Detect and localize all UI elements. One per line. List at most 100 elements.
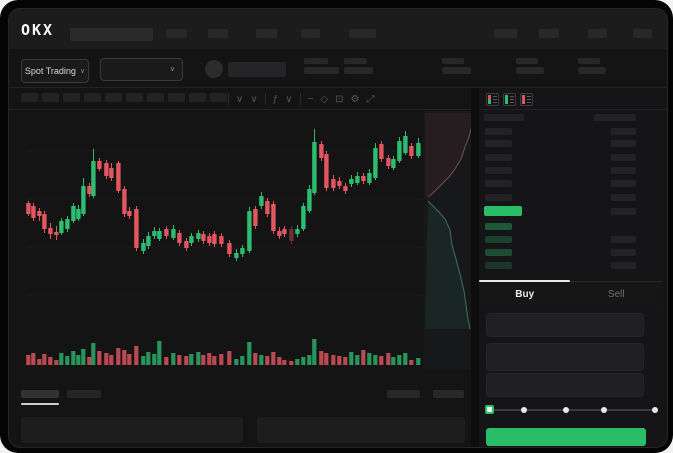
orderbook-bids-icon[interactable] [503, 93, 516, 106]
stat-value-placeholder [442, 67, 471, 74]
active-tab-indicator [479, 280, 570, 282]
tab-buy[interactable]: Buy [515, 288, 535, 300]
ask-amount-placeholder[interactable] [611, 128, 636, 135]
timeframe-button[interactable] [105, 93, 122, 102]
bottom-tab-active[interactable] [21, 390, 59, 398]
ask-amount-placeholder[interactable] [611, 140, 636, 147]
fullscreen-icon[interactable]: ⤢ [366, 93, 375, 105]
timeframe-button[interactable] [42, 93, 59, 102]
stat-value-placeholder [344, 67, 373, 74]
ask-price-placeholder[interactable] [485, 140, 512, 147]
bottom-tab[interactable] [67, 390, 101, 398]
nav-item[interactable] [208, 29, 228, 38]
icon-lines [527, 96, 531, 103]
price-field[interactable] [486, 313, 644, 337]
divider [9, 87, 667, 88]
icon-colorbar [522, 95, 525, 104]
bid-amount-placeholder[interactable] [611, 249, 636, 256]
volume-chart [26, 339, 421, 365]
chevron-down-icon[interactable]: ∨ [250, 93, 258, 105]
stat-label-placeholder [304, 58, 328, 64]
ask-price-placeholder[interactable] [485, 194, 512, 201]
ask-amount-placeholder[interactable] [611, 154, 636, 161]
market-type-selector[interactable]: Spot Trading ∨ [21, 59, 89, 83]
orderbook-amount-header [594, 114, 636, 121]
bid-price-placeholder[interactable] [485, 223, 512, 230]
stat-label-placeholder [578, 58, 600, 64]
slider-step-dot[interactable] [652, 407, 658, 413]
slider-handle[interactable] [485, 405, 494, 414]
timeframe-button[interactable] [168, 93, 185, 102]
timeframe-button[interactable] [147, 93, 164, 102]
bid-price-placeholder[interactable] [485, 249, 512, 256]
ask-price-placeholder[interactable] [485, 128, 512, 135]
nav-item[interactable] [494, 29, 517, 38]
chevron-down-icon: ∨ [169, 66, 175, 73]
bottom-action[interactable] [433, 390, 464, 398]
ask-price-placeholder[interactable] [485, 180, 512, 187]
stat-value-placeholder [516, 67, 544, 74]
search-input[interactable] [70, 28, 153, 41]
line-type-icon[interactable]: ~ [307, 93, 314, 105]
timeframe-button[interactable] [21, 93, 38, 102]
last-price-badge[interactable] [484, 206, 522, 216]
amount-field[interactable] [486, 343, 644, 371]
timeframe-button[interactable] [84, 93, 101, 102]
bid-amount-placeholder[interactable] [611, 262, 636, 269]
nav-item[interactable] [539, 29, 559, 38]
chart-toolbar-icons: ∨ ∨ ƒ ∨ ~ ◇ ⊡ ⚙ ⤢ [228, 91, 374, 107]
amount-slider[interactable] [490, 409, 657, 411]
candle-style-icon[interactable]: ∨ [236, 93, 244, 105]
total-field[interactable] [486, 373, 644, 397]
indicators-icon[interactable]: ƒ [272, 93, 279, 105]
chevron-down-icon: ∨ [79, 67, 86, 75]
pair-selector-dropdown[interactable]: ∨ [100, 58, 183, 81]
panel-divider [471, 88, 479, 447]
nav-item[interactable] [301, 29, 320, 38]
nav-item[interactable] [256, 29, 277, 38]
ask-amount-placeholder[interactable] [611, 167, 636, 174]
ask-price-placeholder[interactable] [485, 154, 512, 161]
amount-placeholder[interactable] [611, 208, 636, 215]
bottom-panel-left [21, 417, 243, 443]
slider-step-dot[interactable] [601, 407, 607, 413]
orderbook-asks-icon[interactable] [520, 93, 533, 106]
order-form-tabs: Buy Sell [479, 281, 662, 306]
tab-sell[interactable]: Sell [607, 288, 625, 300]
bid-price-placeholder[interactable] [485, 262, 512, 269]
divider [228, 93, 229, 105]
bid-amount-placeholder[interactable] [611, 236, 636, 243]
ask-amount-placeholder[interactable] [611, 180, 636, 187]
screenshot-icon[interactable]: ⊡ [335, 93, 344, 105]
divider [9, 109, 471, 110]
stat-label-placeholder [344, 58, 367, 64]
timeframe-button[interactable] [126, 93, 143, 102]
timeframe-button[interactable] [63, 93, 80, 102]
depth-panel [423, 111, 473, 369]
icon-colorbar [488, 95, 491, 104]
ask-price-placeholder[interactable] [485, 167, 512, 174]
compare-icon[interactable]: ◇ [320, 93, 329, 105]
divider [264, 93, 266, 105]
slider-step-dot[interactable] [521, 407, 527, 413]
ask-amount-placeholder[interactable] [611, 194, 636, 201]
chart-settings-icon[interactable]: ⚙ [350, 93, 360, 105]
timeframe-button[interactable] [210, 93, 227, 102]
buy-submit-button[interactable] [486, 428, 646, 446]
okx-logo: OKX [21, 21, 55, 39]
timeframe-button[interactable] [189, 93, 206, 102]
chevron-down-icon[interactable]: ∨ [285, 93, 293, 105]
nav-item[interactable] [166, 29, 187, 38]
candlestick-chart [26, 129, 421, 261]
orderbook-combined-icon[interactable] [486, 93, 499, 106]
orderbook-price-header [484, 114, 524, 121]
bid-price-placeholder[interactable] [485, 236, 512, 243]
divider [299, 93, 301, 105]
slider-step-dot[interactable] [563, 407, 569, 413]
nav-item[interactable] [349, 29, 376, 38]
bottom-action[interactable] [387, 390, 420, 398]
nav-item[interactable] [588, 29, 607, 38]
nav-item[interactable] [633, 29, 652, 38]
